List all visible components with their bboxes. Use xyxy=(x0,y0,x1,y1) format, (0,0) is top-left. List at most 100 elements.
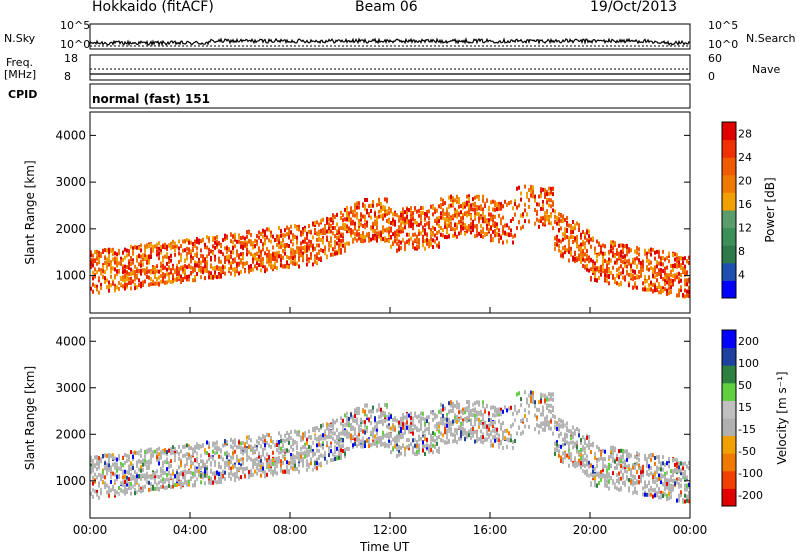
power-cell xyxy=(266,267,268,272)
power-cell xyxy=(224,233,226,238)
power-cell xyxy=(508,201,510,206)
velocity-cell xyxy=(430,441,432,446)
velocity-cell xyxy=(184,480,186,485)
velocity-cell xyxy=(588,473,590,478)
power-cell xyxy=(96,249,98,254)
velocity-cell xyxy=(114,488,116,493)
velocity-cell xyxy=(282,448,284,453)
power-cell xyxy=(200,248,202,253)
power-cell xyxy=(326,220,328,225)
power-cell xyxy=(400,240,402,245)
velocity-cell xyxy=(198,469,200,474)
power-cell xyxy=(550,214,552,219)
power-cell xyxy=(332,247,334,252)
velocity-cell xyxy=(466,407,468,411)
power-cell xyxy=(110,248,112,253)
power-cell xyxy=(620,271,622,276)
velocity-cell xyxy=(500,422,502,427)
power-cell xyxy=(202,254,204,259)
velocity-cell xyxy=(268,464,270,469)
velocity-cell xyxy=(606,469,608,473)
power-cell xyxy=(506,232,508,237)
power-cell xyxy=(432,225,434,230)
velocity-cell xyxy=(276,439,278,444)
power-cell xyxy=(506,223,508,228)
velocity-cell xyxy=(218,464,220,469)
power-cell xyxy=(242,235,244,240)
velocity-cell xyxy=(466,434,468,439)
velocity-cell xyxy=(252,462,254,467)
power-cell xyxy=(652,282,654,287)
power-cell xyxy=(676,272,678,277)
velocity-cell xyxy=(276,464,278,469)
velocity-cell xyxy=(286,437,288,442)
power-cell xyxy=(276,266,278,271)
power-cell xyxy=(612,265,614,270)
velocity-cell xyxy=(636,479,638,484)
power-cell xyxy=(240,236,242,240)
power-cell xyxy=(202,238,204,243)
velocity-cell xyxy=(486,403,488,408)
power-cell xyxy=(166,244,168,249)
velocity-cell xyxy=(170,485,172,490)
power-cell xyxy=(548,219,550,223)
power-cell xyxy=(414,219,416,224)
velocity-cell xyxy=(196,456,198,461)
power-cell xyxy=(144,279,146,284)
power-cell xyxy=(432,230,434,235)
velocity-cell xyxy=(116,477,118,482)
velocity-cell xyxy=(580,448,582,452)
power-cell xyxy=(176,268,178,273)
velocity-cell xyxy=(386,414,388,419)
velocity-cell xyxy=(508,431,510,436)
power-cell xyxy=(534,221,536,226)
power-cell xyxy=(494,233,496,238)
velocity-cell xyxy=(206,459,208,464)
power-cell xyxy=(512,240,514,245)
velocity-cell xyxy=(478,424,480,429)
velocity-cell xyxy=(208,480,210,485)
power-cell xyxy=(590,275,592,280)
power-cell xyxy=(678,263,680,268)
velocity-cell xyxy=(270,436,272,440)
power-cell xyxy=(290,239,292,244)
velocity-cell xyxy=(400,418,402,423)
power-cell xyxy=(230,271,232,276)
velocity-cell xyxy=(616,465,618,470)
velocity-cell xyxy=(446,417,448,422)
velocity-cell xyxy=(618,476,620,481)
power-cell xyxy=(206,235,208,240)
velocity-cell xyxy=(484,437,486,442)
power-cell xyxy=(122,257,124,262)
velocity-cell xyxy=(350,423,352,427)
velocity-cell xyxy=(628,488,630,493)
power-cell xyxy=(464,211,466,216)
velocity-cell xyxy=(148,465,150,470)
velocity-cell xyxy=(518,425,520,430)
power-cell xyxy=(422,225,424,230)
power-cell xyxy=(96,284,98,289)
power-cell xyxy=(106,278,108,283)
power-cell xyxy=(462,221,464,226)
velocity-cell xyxy=(198,473,200,478)
power-cell xyxy=(410,212,412,217)
velocity-cell xyxy=(436,426,438,431)
power-cell xyxy=(656,288,658,293)
power-cell xyxy=(646,258,648,263)
velocity-cell xyxy=(150,452,152,457)
power-cell xyxy=(362,214,364,219)
power-cell xyxy=(568,258,570,263)
power-cell xyxy=(540,194,542,199)
velocity-cell xyxy=(164,470,166,475)
power-cell xyxy=(680,272,682,277)
velocity-cell xyxy=(208,442,210,447)
power-cell xyxy=(346,226,348,231)
velocity-cell xyxy=(472,430,474,435)
power-cell xyxy=(120,256,122,261)
power-cell xyxy=(412,215,414,220)
velocity-cell xyxy=(470,431,472,436)
velocity-cell xyxy=(594,473,596,478)
velocity-cell xyxy=(178,472,180,477)
velocity-cell xyxy=(498,444,500,449)
power-cell xyxy=(606,269,608,274)
